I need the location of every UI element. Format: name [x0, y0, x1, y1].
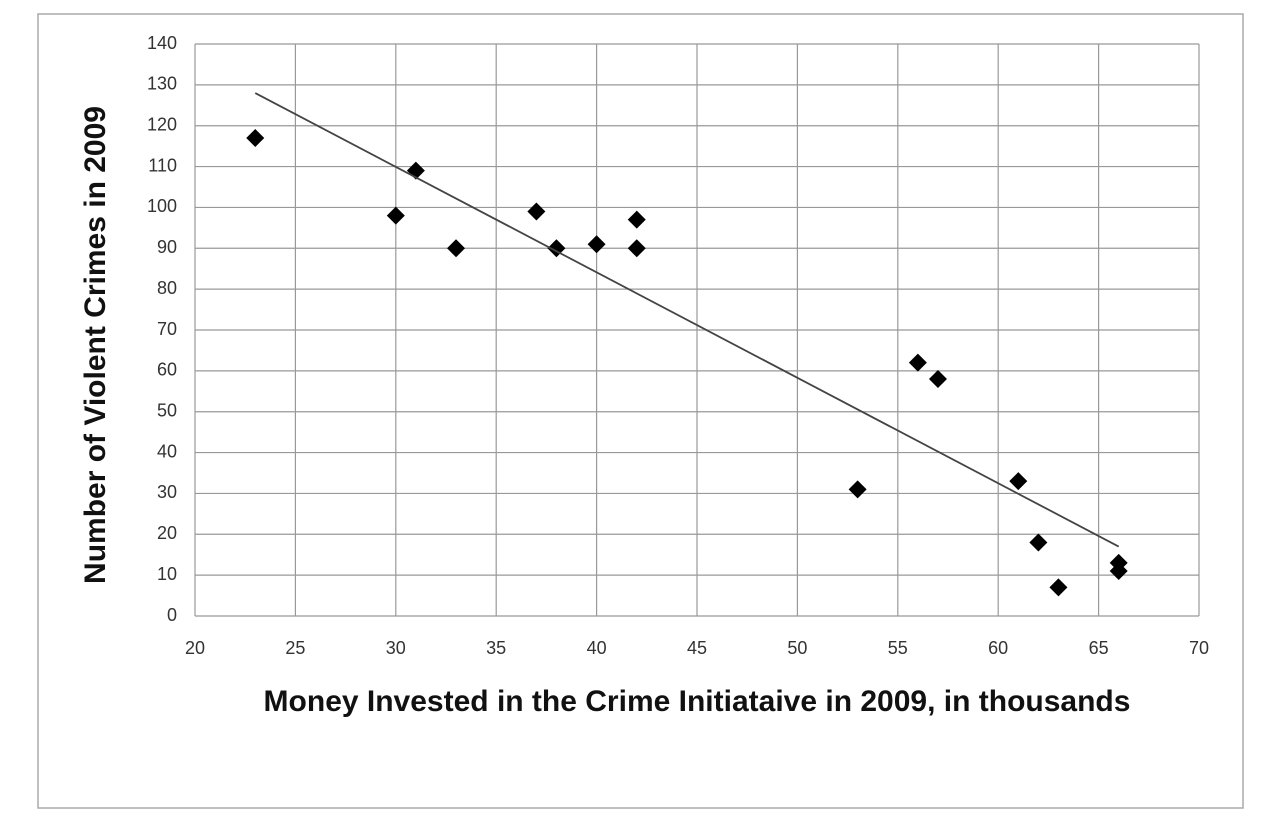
data-point: [848, 480, 867, 499]
x-tick-label: 35: [486, 638, 506, 658]
data-point: [1009, 472, 1028, 491]
x-tick-label: 55: [888, 638, 908, 658]
y-tick-label: 110: [148, 155, 177, 175]
data-point: [246, 128, 265, 147]
y-tick-label: 130: [147, 74, 177, 94]
x-tick-label: 20: [185, 638, 205, 658]
x-tick-label: 45: [687, 638, 707, 658]
x-tick-label: 60: [988, 638, 1008, 658]
data-point: [386, 206, 405, 225]
data-point: [1029, 533, 1048, 552]
x-tick-label: 25: [285, 638, 305, 658]
x-tick-label: 30: [386, 638, 406, 658]
data-point: [1049, 578, 1068, 597]
data-point: [447, 239, 466, 258]
data-point: [928, 370, 947, 389]
x-tick-label: 50: [787, 638, 807, 658]
data-point: [627, 239, 646, 258]
data-point: [908, 353, 927, 372]
y-tick-label: 30: [157, 482, 177, 502]
y-tick-label: 60: [157, 360, 177, 380]
y-tick-label: 80: [157, 278, 177, 298]
y-tick-label: 70: [157, 319, 177, 339]
data-point: [1109, 562, 1128, 581]
chart-border: [37, 13, 1244, 809]
y-tick-label: 90: [157, 237, 177, 257]
trendline: [254, 92, 1120, 548]
x-tick-label: 70: [1189, 638, 1209, 658]
y-tick-label: 140: [147, 33, 177, 53]
y-tick-label: 10: [157, 564, 177, 584]
y-tick-label: 120: [147, 114, 177, 134]
x-tick-label: 65: [1089, 638, 1109, 658]
y-tick-label: 100: [147, 196, 177, 216]
x-axis-label: Money Invested in the Crime Initiataive …: [263, 685, 1131, 718]
y-tick-label: 20: [157, 523, 177, 543]
data-point: [587, 235, 606, 254]
x-tick-label: 40: [587, 638, 607, 658]
y-axis-label: Number of Violent Crimes in 2009: [79, 106, 112, 584]
y-tick-label: 40: [157, 441, 177, 461]
data-point: [627, 210, 646, 229]
data-point: [527, 202, 546, 221]
y-tick-label: 50: [157, 400, 177, 420]
y-tick-label: 0: [167, 605, 177, 625]
